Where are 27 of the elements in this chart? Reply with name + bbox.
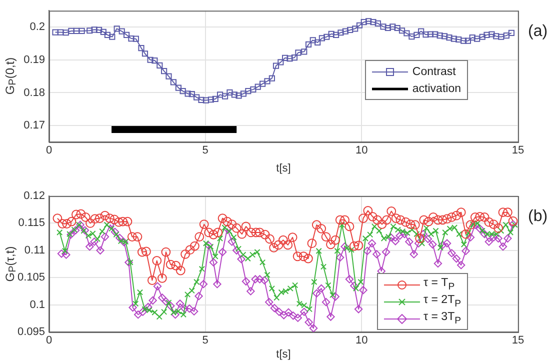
x-tick-label: 15 <box>512 144 524 157</box>
x-tick-label: 5 <box>202 334 208 347</box>
x-axis-title: t[s] <box>276 348 291 360</box>
x-tick-label: 10 <box>356 334 368 347</box>
legend-label: τ = 2T$_{P}$ <box>424 294 461 310</box>
x-tick-label: 5 <box>202 144 208 157</box>
x-tick-label: 0 <box>46 334 52 347</box>
x-axis-title: t[s] <box>276 162 291 174</box>
y-tick-label: 0.12 <box>24 190 45 202</box>
x-tick-label: 10 <box>356 144 368 157</box>
y-tick-label: 0.18 <box>24 86 45 99</box>
legend-label: τ = 3T$_{P}$ <box>424 310 461 326</box>
y-tick-label: 0.19 <box>24 54 45 66</box>
text: (a) <box>528 22 548 41</box>
y-tick-label: 0.115 <box>18 217 45 230</box>
legend-label: activation <box>412 82 461 95</box>
y-tick-label: 0.11 <box>24 244 45 256</box>
y-tick-label: 0.17 <box>24 120 45 132</box>
legend-label: τ = T$_{P}$ <box>424 276 455 292</box>
y-tick-label: 0.105 <box>17 272 45 284</box>
y-tick-label: 0.2 <box>30 21 45 34</box>
y-tick-label: 0.1 <box>30 298 45 311</box>
text: (b) <box>528 208 548 226</box>
y-tick-label: 0.095 <box>17 326 45 338</box>
x-tick-label: 0 <box>46 144 52 157</box>
legend-label: Contrast <box>412 66 456 78</box>
x-tick-label: 15 <box>512 334 524 347</box>
